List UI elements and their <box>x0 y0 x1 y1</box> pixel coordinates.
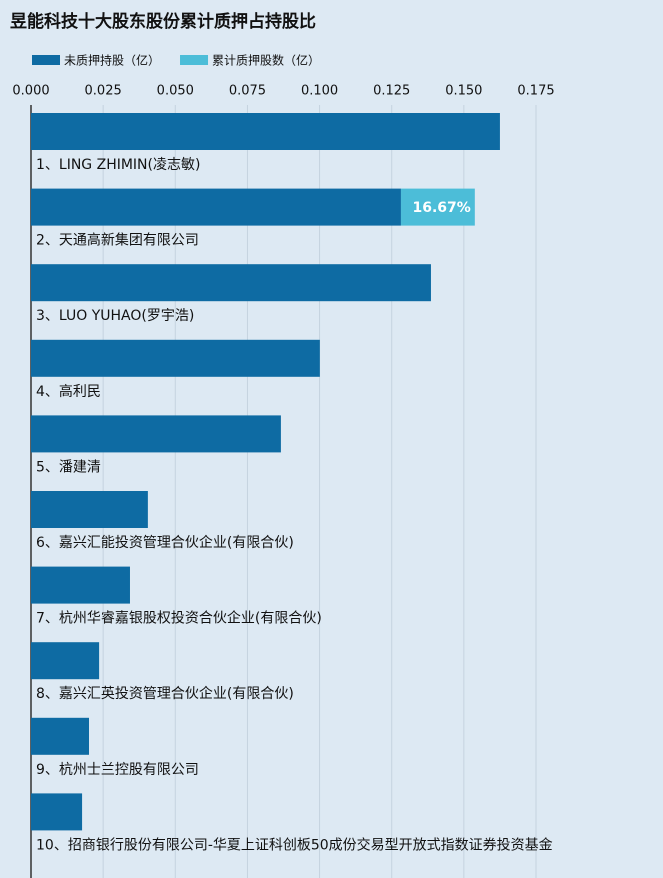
x-tick-label: 0.100 <box>301 84 338 99</box>
bar <box>31 264 431 302</box>
legend-swatch <box>180 55 209 65</box>
x-tick-label: 0.025 <box>85 84 122 99</box>
x-tick-label: 0.050 <box>157 84 194 99</box>
category-label: 9、杭州士兰控股有限公司 <box>36 762 199 778</box>
category-label: 6、嘉兴汇能投资管理合伙企业(有限合伙) <box>36 534 294 551</box>
bar <box>31 793 83 831</box>
bar <box>31 339 320 377</box>
legend-label: 累计质押股数（亿） <box>212 53 320 68</box>
category-label: 10、招商银行股份有限公司-华夏上证科创板50成份交易型开放式指数证券投资基金 <box>36 836 553 853</box>
category-label: 5、潘建清 <box>36 459 101 475</box>
bar <box>31 491 148 528</box>
category-label: 2、天通高新集团有限公司 <box>36 232 199 249</box>
category-label: 3、LUO YUHAO(罗宇浩) <box>36 308 194 324</box>
bar <box>31 566 130 604</box>
chart-title: 昱能科技十大股东股份累计质押占持股比 <box>10 11 316 32</box>
x-tick-label: 0.125 <box>373 84 410 99</box>
x-tick-label: 0.075 <box>229 84 266 99</box>
category-label: 1、LING ZHIMIN(凌志敏) <box>36 157 200 173</box>
legend-label: 未质押持股（亿） <box>64 53 160 68</box>
bar <box>400 188 475 226</box>
bar <box>31 642 100 680</box>
bar <box>31 717 90 755</box>
bar <box>31 188 401 226</box>
bar <box>31 415 281 453</box>
category-label: 4、高利民 <box>36 383 101 400</box>
annotation: 16.67% <box>413 200 471 216</box>
category-label: 7、杭州华睿嘉银股权投资合伙企业(有限合伙) <box>36 610 322 627</box>
x-tick-label: 0.150 <box>445 84 482 99</box>
legend-swatch <box>32 55 60 65</box>
category-label: 8、嘉兴汇英投资管理合伙企业(有限合伙) <box>36 685 294 702</box>
bar <box>31 113 500 150</box>
x-tick-label: 0.000 <box>12 84 49 99</box>
x-tick-label: 0.175 <box>517 84 554 99</box>
